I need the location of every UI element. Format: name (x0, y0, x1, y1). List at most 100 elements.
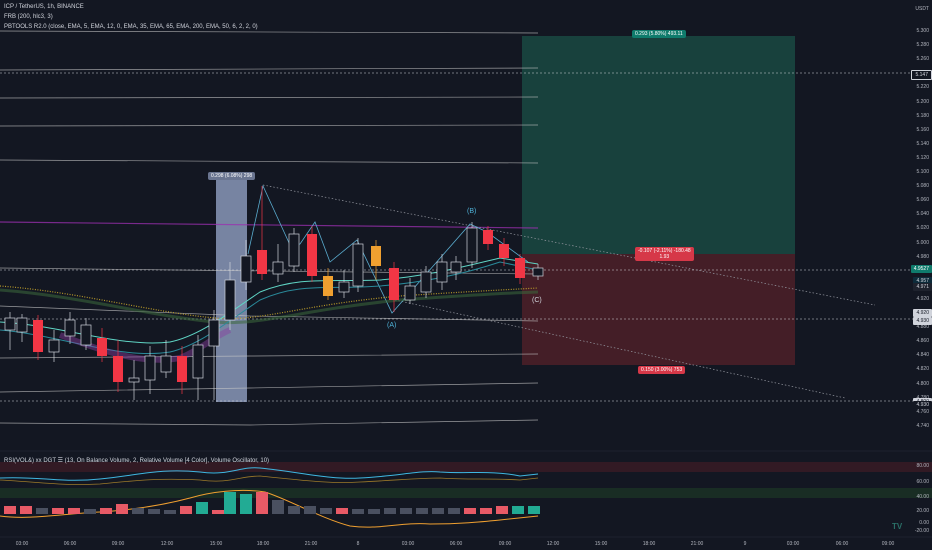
osc-tick: 60.00 (916, 479, 929, 485)
candle-body (307, 234, 317, 276)
candle-body (288, 233, 300, 267)
price-tick: 5.120 (916, 154, 929, 161)
indicator-legend-rsi[interactable]: RSI(VOL&) xx DGT ☰ (13, On Balance Volum… (4, 458, 270, 464)
candle-body (483, 230, 493, 244)
indicator-legend-pbtools[interactable]: PBTOOLS R2.0 (close, EMA, 5, EMA, 12, 0,… (4, 24, 258, 30)
volume-bar (416, 508, 428, 514)
chart-symbol-legend[interactable]: ICP / TetherUS, 1h, BINANCE (4, 4, 84, 10)
time-tick: 06:00 (449, 541, 463, 547)
volume-bar (272, 500, 284, 514)
price-tick: 4.800 (916, 380, 929, 387)
volume-bar (320, 508, 332, 514)
candle-body (128, 377, 140, 383)
volume-bar (36, 508, 48, 514)
candle-body (436, 261, 448, 283)
volume-bar (180, 506, 192, 514)
candle-body (33, 320, 43, 352)
target-label[interactable]: 0.293 (5.80%) 493.11 (632, 30, 686, 38)
price-marker: 4.957 (913, 277, 932, 285)
time-tick: 06:00 (63, 541, 77, 547)
price-tick: 4.980 (916, 253, 929, 260)
oscillator-panel (0, 450, 932, 528)
candle-body (371, 246, 381, 266)
volume-bar (68, 508, 80, 514)
candle-body (177, 356, 187, 382)
price-tick: 5.060 (916, 197, 929, 204)
price-tick: 4.820 (916, 366, 929, 373)
candle-body (420, 271, 432, 293)
volume-bar (464, 508, 476, 514)
target-zone[interactable] (522, 36, 795, 254)
price-marker: 5.147 (911, 70, 932, 80)
stop-label-line2: 1.93 (659, 254, 670, 260)
price-tick: 4.880 (916, 324, 929, 331)
dashed-levels (0, 72, 932, 402)
candle-body (80, 324, 92, 346)
candle-body (4, 317, 16, 331)
price-tick: 4.840 (916, 352, 929, 359)
candle-body (352, 243, 364, 287)
osc-tick: 20.00 (916, 508, 929, 514)
price-marker: 4.971 (913, 283, 932, 291)
price-tick: 4.740 (916, 422, 929, 429)
candle-body (240, 255, 252, 283)
stop-zone[interactable] (522, 254, 795, 365)
osc-tick: 80.00 (916, 463, 929, 469)
price-tick: 4.760 (916, 408, 929, 415)
time-tick: 09:00 (111, 541, 125, 547)
time-tick: 03:00 (15, 541, 29, 547)
time-tick: 06:00 (835, 541, 849, 547)
volume-bar (512, 506, 524, 514)
price-tick: 5.300 (916, 28, 929, 34)
price-axis-currency: USDT (915, 6, 929, 12)
wave-label-c: (C) (532, 297, 542, 304)
price-tick: 5.180 (916, 112, 929, 119)
volume-bar (288, 506, 300, 514)
indicator-legend-frb[interactable]: FRB (200, hlc3, 3) (4, 14, 53, 20)
volume-bar (100, 508, 112, 514)
range-label[interactable]: 0.298 (6.08%) 298 (208, 172, 256, 180)
time-tick: 15:00 (209, 541, 223, 547)
candle-body (272, 261, 284, 275)
candle-body (16, 317, 28, 333)
tradingview-logo-icon: TV (892, 522, 903, 531)
volume-bar (52, 508, 64, 514)
volume-bar (352, 509, 364, 514)
price-marker: 4.930 (913, 317, 932, 325)
time-tick: 09:00 (881, 541, 895, 547)
candle-body (224, 279, 236, 321)
candle-body (208, 319, 220, 347)
stop-tag[interactable]: 0.150 (3.00%) 753 (638, 366, 686, 374)
time-tick: 8 (356, 541, 360, 547)
volume-bar (4, 506, 16, 514)
price-marker: 4.930 (913, 401, 932, 409)
volume-bar (84, 509, 96, 514)
candle-body (144, 355, 156, 381)
price-tick: 4.860 (916, 338, 929, 345)
price-tick: 5.160 (916, 126, 929, 133)
elliott-wave (247, 184, 529, 314)
volume-bar (496, 506, 508, 514)
price-marker: 4.9527 (910, 265, 932, 273)
candle-body (64, 319, 76, 337)
time-tick: 03:00 (401, 541, 415, 547)
candle-body (113, 356, 123, 382)
volume-bar (448, 508, 460, 514)
time-tick: 03:00 (786, 541, 800, 547)
volume-bar (528, 506, 540, 514)
volume-bar (224, 492, 236, 514)
time-tick: 09:00 (498, 541, 512, 547)
volume-bar (336, 508, 348, 514)
stop-label[interactable]: -0.107 (-2.11%) -180.48 1.93 (635, 247, 694, 261)
candle-body (389, 268, 399, 300)
volume-bar (196, 502, 208, 514)
price-tick: 5.220 (916, 84, 929, 91)
price-tick: 5.080 (916, 183, 929, 190)
price-tick: 5.260 (916, 56, 929, 63)
osc-tick: 40.00 (916, 494, 929, 500)
price-marker: 4.920 (913, 309, 932, 317)
candle-body (338, 281, 350, 293)
volume-bar (116, 504, 128, 514)
time-tick: 15:00 (594, 541, 608, 547)
